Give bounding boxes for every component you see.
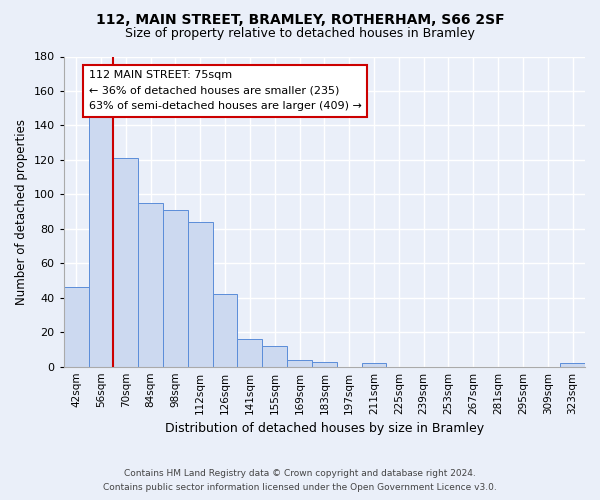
Bar	[262, 346, 287, 366]
Bar	[212, 294, 238, 366]
X-axis label: Distribution of detached houses by size in Bramley: Distribution of detached houses by size …	[165, 422, 484, 435]
Bar	[560, 363, 585, 366]
Bar	[113, 158, 138, 366]
Bar	[238, 339, 262, 366]
Bar	[287, 360, 312, 366]
Text: Contains public sector information licensed under the Open Government Licence v3: Contains public sector information licen…	[103, 484, 497, 492]
Bar	[362, 363, 386, 366]
Text: 112, MAIN STREET, BRAMLEY, ROTHERHAM, S66 2SF: 112, MAIN STREET, BRAMLEY, ROTHERHAM, S6…	[95, 12, 505, 26]
Bar	[163, 210, 188, 366]
Bar	[312, 362, 337, 366]
Text: Size of property relative to detached houses in Bramley: Size of property relative to detached ho…	[125, 28, 475, 40]
Bar	[64, 288, 89, 366]
Bar	[138, 203, 163, 366]
Text: Contains HM Land Registry data © Crown copyright and database right 2024.: Contains HM Land Registry data © Crown c…	[124, 468, 476, 477]
Bar	[188, 222, 212, 366]
Y-axis label: Number of detached properties: Number of detached properties	[15, 118, 28, 304]
Text: 112 MAIN STREET: 75sqm
← 36% of detached houses are smaller (235)
63% of semi-de: 112 MAIN STREET: 75sqm ← 36% of detached…	[89, 70, 361, 112]
Bar	[89, 117, 113, 366]
